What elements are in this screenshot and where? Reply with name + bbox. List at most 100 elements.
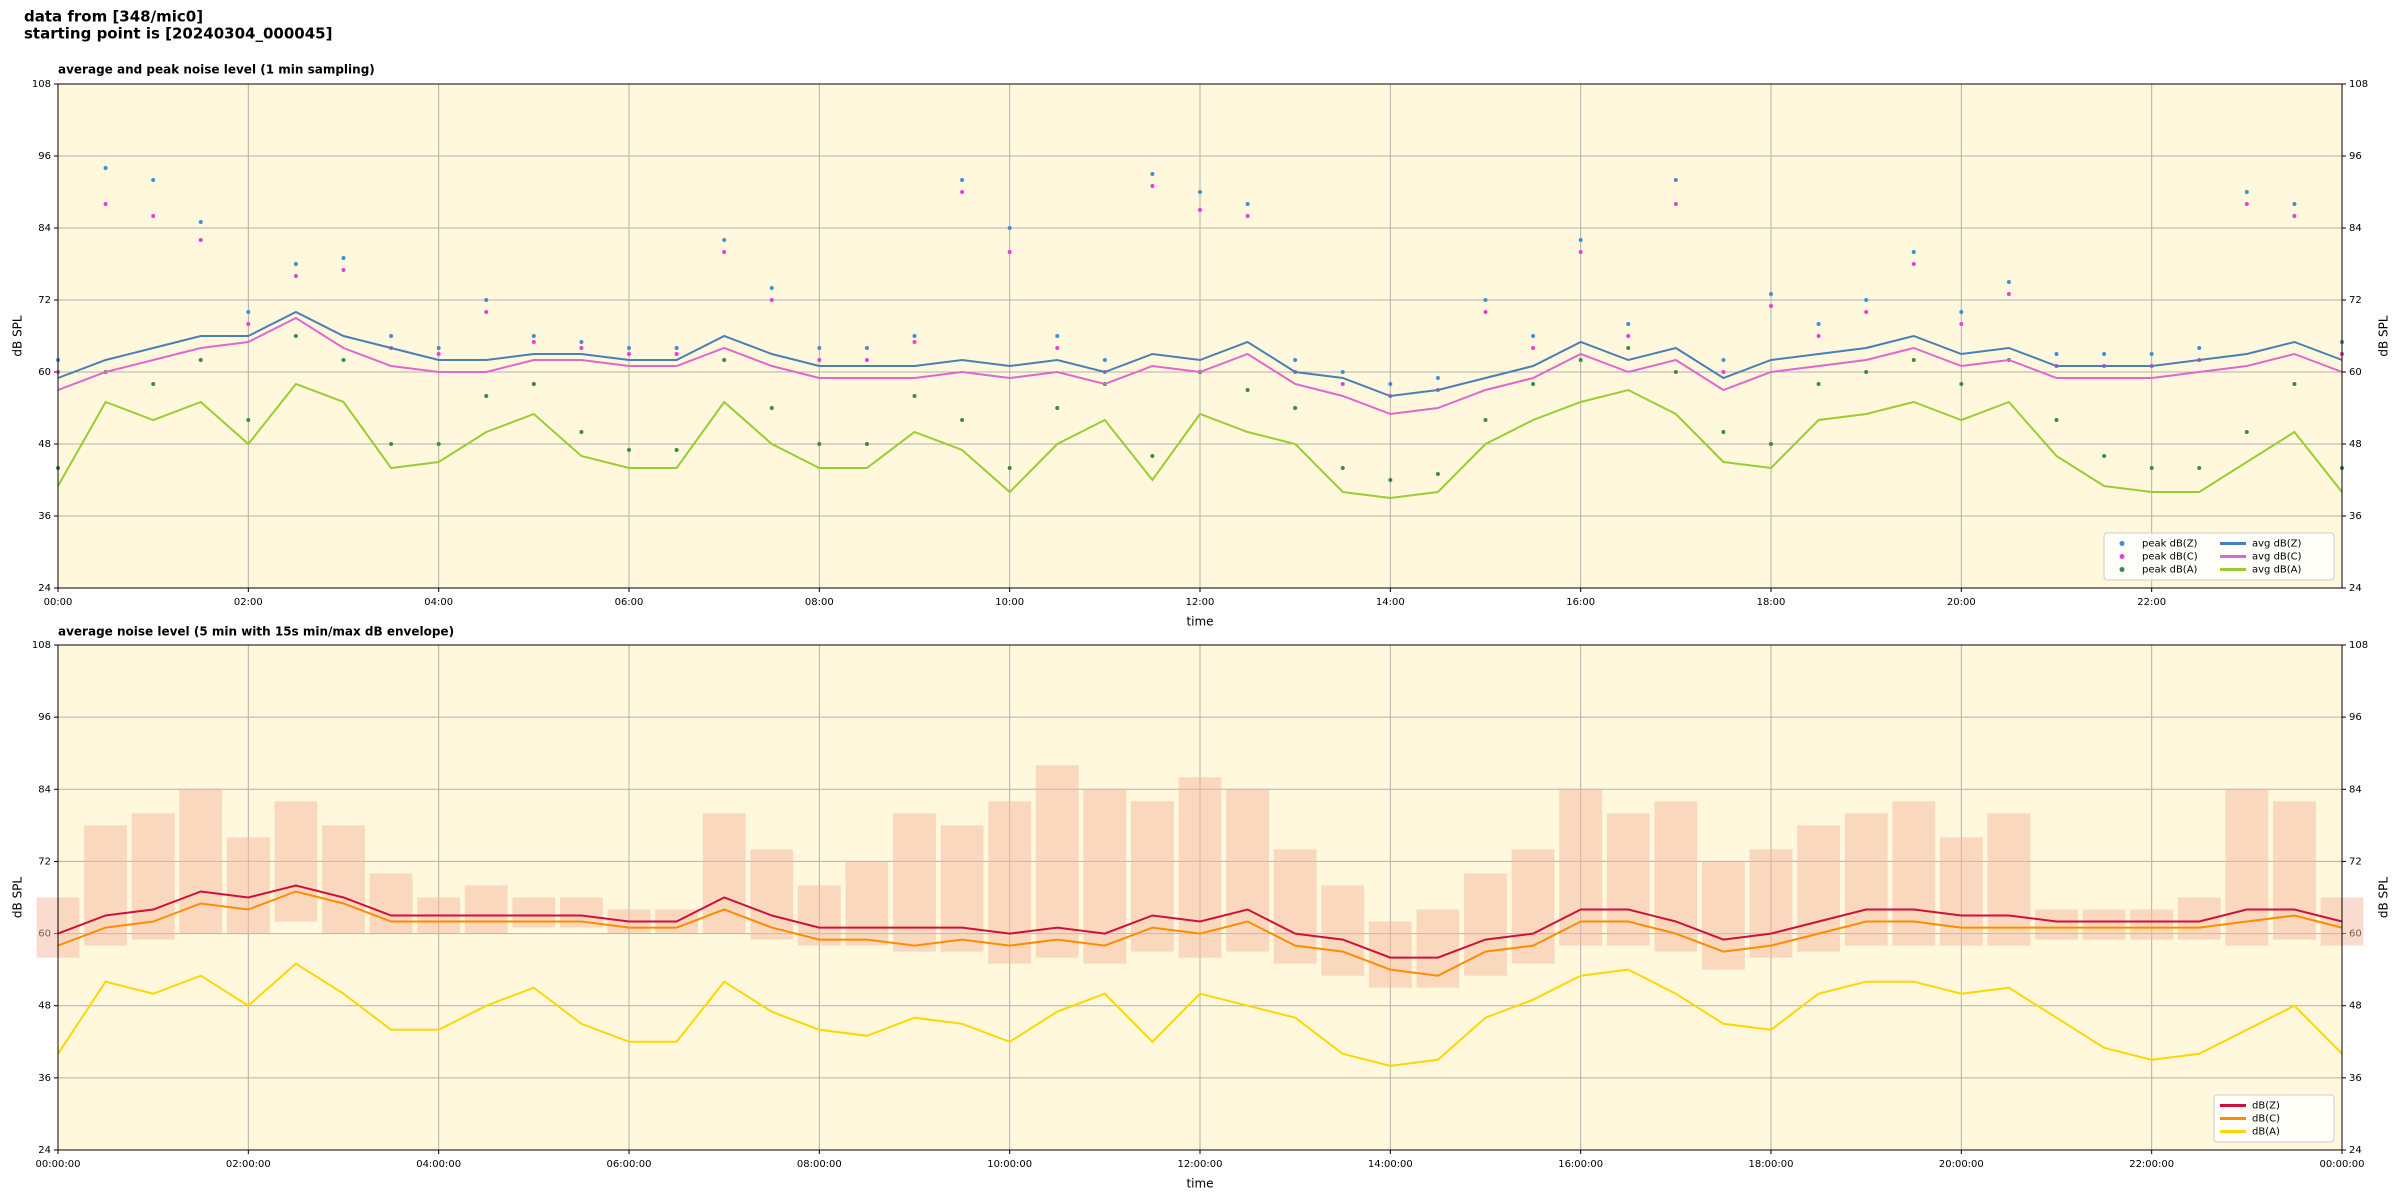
peak-point <box>1911 262 1916 266</box>
peak-point <box>1435 376 1440 380</box>
y-tick-label: 36 <box>38 1073 51 1084</box>
y-tick-label-right: 72 <box>2349 295 2362 306</box>
y-tick-label-right: 84 <box>2349 223 2362 234</box>
envelope-band <box>1226 789 1269 952</box>
peak-point <box>817 442 822 446</box>
x-tick-label: 08:00:00 <box>797 1159 842 1170</box>
envelope-band <box>274 801 318 922</box>
peak-point <box>151 382 156 386</box>
peak-point <box>1959 310 1964 314</box>
legend-label: peak dB(Z) <box>2142 539 2198 550</box>
peak-point <box>627 448 631 452</box>
x-tick-label: 02:00:00 <box>226 1159 271 1170</box>
peak-point <box>2292 214 2297 218</box>
peak-point <box>912 394 917 398</box>
peak-point <box>1007 250 1012 254</box>
x-tick-label: 14:00:00 <box>1368 1159 1413 1170</box>
peak-point <box>1102 358 1107 362</box>
envelope-band <box>893 813 936 952</box>
y-tick-label-right: 24 <box>2349 583 2362 594</box>
envelope-band <box>702 813 746 934</box>
envelope-band <box>1939 837 1983 946</box>
peak-point <box>436 346 441 350</box>
y-tick-label-right: 108 <box>2349 640 2368 651</box>
peak-point <box>246 322 251 326</box>
peak-point <box>151 178 156 182</box>
peak-point <box>1673 370 1678 374</box>
peak-point <box>1816 334 1821 338</box>
envelope-band <box>1559 789 1603 946</box>
x-tick-label: 00:00 <box>44 597 73 608</box>
peak-point <box>531 334 536 338</box>
header-source: data from [348/mic0] <box>24 8 203 26</box>
y-tick-label: 36 <box>38 511 51 522</box>
peak-point <box>2244 430 2249 434</box>
envelope-band <box>464 885 508 934</box>
y-tick-label-right: 96 <box>2349 712 2362 723</box>
x-tick-label: 00:00:00 <box>36 1159 81 1170</box>
peak-point <box>722 250 727 254</box>
peak-point <box>246 310 251 314</box>
peak-point <box>1769 304 1773 308</box>
envelope-band <box>1749 849 1793 958</box>
envelope-band <box>131 813 175 940</box>
y-tick-label: 84 <box>38 784 51 795</box>
peak-point <box>1198 190 1202 194</box>
peak-point <box>864 346 869 350</box>
x-tick-label: 08:00 <box>805 597 834 608</box>
peak-point <box>960 190 965 194</box>
peak-point <box>246 418 251 422</box>
envelope-band <box>1368 921 1412 988</box>
peak-point <box>389 442 394 446</box>
y-axis-label-right: dB SPL <box>2377 315 2391 357</box>
legend-label: avg dB(C) <box>2252 552 2302 563</box>
peak-point <box>1150 172 1155 176</box>
envelope-band <box>369 873 413 934</box>
peak-point <box>103 202 108 206</box>
peak-point <box>2244 190 2249 194</box>
chart-title: average and peak noise level (1 min samp… <box>58 63 375 77</box>
x-tick-label: 06:00:00 <box>607 1159 652 1170</box>
y-tick-label-right: 72 <box>2349 856 2362 867</box>
x-tick-label: 18:00:00 <box>1749 1159 1794 1170</box>
peak-point <box>1007 466 1012 470</box>
x-tick-label: 00:00:00 <box>2320 1159 2365 1170</box>
peak-point <box>531 382 536 386</box>
envelope-band <box>2130 909 2174 940</box>
y-tick-label: 24 <box>38 583 51 594</box>
legend-label: dB(Z) <box>2252 1101 2280 1112</box>
y-tick-label-right: 60 <box>2349 367 2362 378</box>
peak-point <box>2054 352 2059 356</box>
series-line <box>57 382 2343 500</box>
peak-point <box>579 430 584 434</box>
y-axis-label: dB SPL <box>11 877 25 919</box>
peak-point <box>1055 406 1060 410</box>
legend-label: dB(A) <box>2252 1127 2280 1138</box>
plot-frame <box>57 644 2343 1151</box>
envelope-band <box>750 849 794 940</box>
peak-point <box>2292 202 2297 206</box>
series-line <box>57 316 2343 416</box>
peak-point <box>1435 472 1440 476</box>
peak-point <box>1626 322 1631 326</box>
x-tick-label: 10:00:00 <box>987 1159 1032 1170</box>
x-tick-label: 16:00 <box>1566 597 1595 608</box>
peak-point <box>1721 430 1726 434</box>
legend-label: dB(C) <box>2252 1114 2280 1125</box>
legend-label: peak dB(A) <box>2142 565 2198 576</box>
legend-marker <box>2119 567 2125 572</box>
x-tick-label: 04:00:00 <box>416 1159 461 1170</box>
peak-point <box>912 334 917 338</box>
peak-point <box>436 442 441 446</box>
plot-frame <box>57 83 2343 589</box>
y-tick-label: 84 <box>38 223 51 234</box>
peak-point <box>1388 478 1393 482</box>
peak-point <box>2102 454 2107 458</box>
peak-point <box>2197 466 2202 470</box>
peak-point <box>1150 454 1155 458</box>
peak-point <box>1293 358 1298 362</box>
peak-point <box>769 298 774 302</box>
y-axis-label-right: dB SPL <box>2377 877 2391 919</box>
y-tick-label: 108 <box>32 640 51 651</box>
x-tick-label: 22:00 <box>2137 597 2166 608</box>
